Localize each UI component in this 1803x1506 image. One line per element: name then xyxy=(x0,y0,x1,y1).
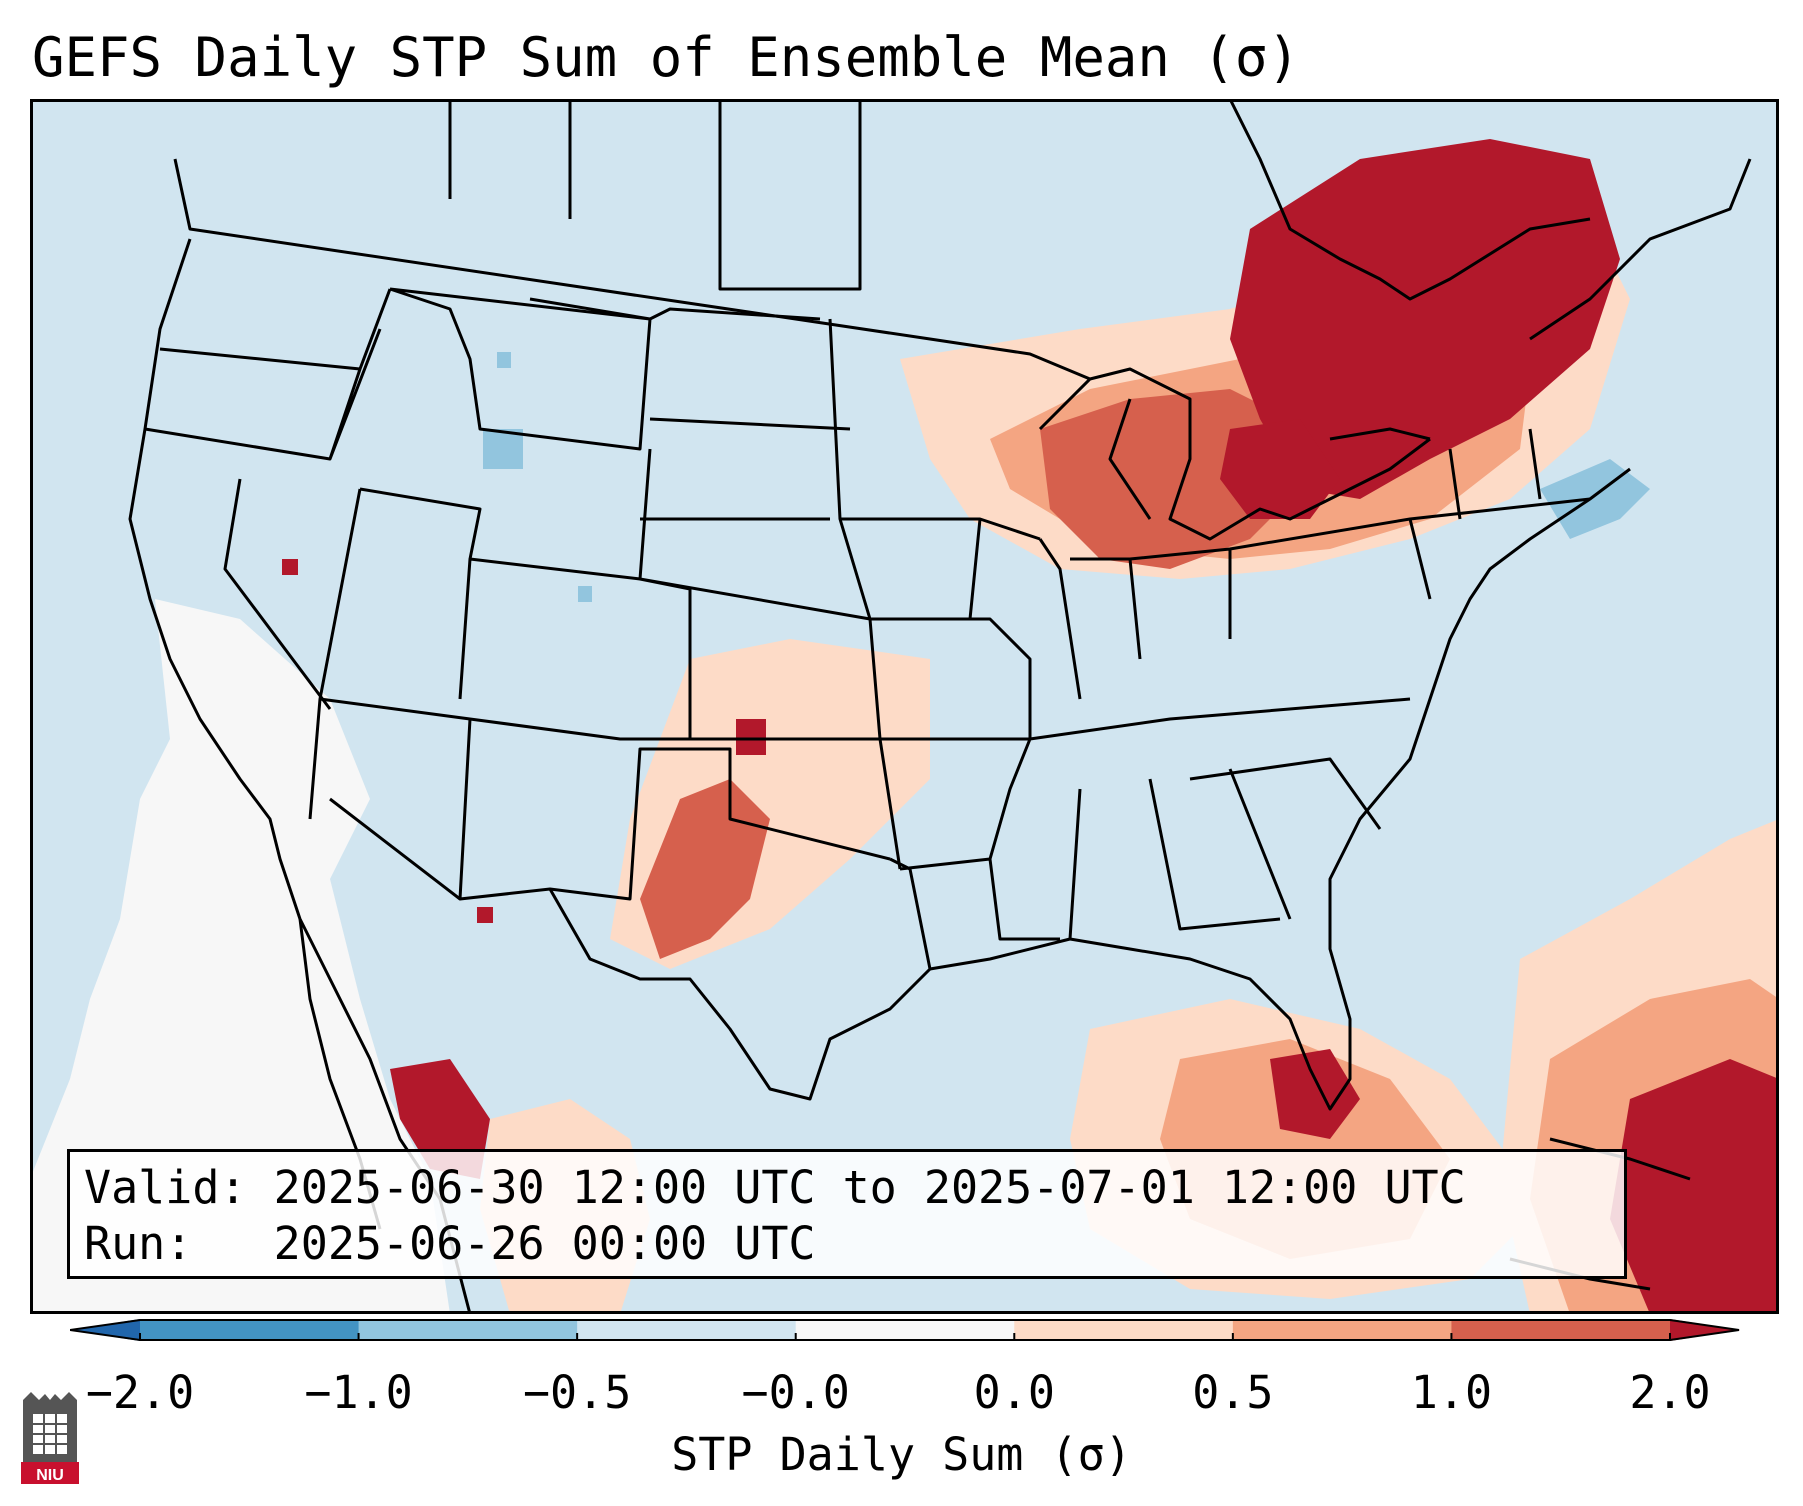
colorado-nm-high-region xyxy=(640,779,770,959)
pacific-northwest-states xyxy=(144,288,392,461)
colorbar-segment xyxy=(795,1319,1015,1341)
colorbar-tick-label: 0.0 xyxy=(973,1366,1055,1419)
ontario-max-region xyxy=(1230,139,1620,499)
run-time: 2025-06-26 00:00 UTC xyxy=(273,1217,816,1270)
logo-text: NIU xyxy=(36,1467,64,1484)
colorado-negative-cell xyxy=(578,586,592,602)
map-frame xyxy=(30,99,1779,1314)
colorbar-tick-label: −0.5 xyxy=(522,1366,632,1419)
west-coast xyxy=(128,238,472,1314)
colorbar-segment xyxy=(140,1319,360,1341)
colorbar-tick-label: −2.0 xyxy=(85,1366,195,1419)
texas-max-cell xyxy=(477,907,493,923)
run-label: Run: xyxy=(84,1217,193,1270)
bahamas-max-region xyxy=(1610,1059,1779,1314)
state-boundaries xyxy=(128,99,1752,1314)
near-zero-field xyxy=(30,599,450,1314)
colorbar-over-arrow xyxy=(1670,1319,1740,1341)
gulf-coast xyxy=(929,467,1631,1111)
midwest-states xyxy=(968,517,1432,700)
wyoming-negative-cell xyxy=(483,429,523,469)
colorbar-tick-label: −0.0 xyxy=(741,1366,850,1419)
colorbar-tick-label: 1.0 xyxy=(1410,1366,1493,1419)
nevada-max-cell xyxy=(282,559,298,575)
map-title: GEFS Daily STP Sum of Ensemble Mean (σ) xyxy=(32,26,1300,89)
northeast-negative-region xyxy=(1540,459,1650,539)
southwest-states xyxy=(329,718,891,901)
colorbar-tick-label: 2.0 xyxy=(1629,1366,1711,1419)
southeast-states xyxy=(880,697,1411,941)
canada-province-lines xyxy=(448,99,862,291)
valid-label: Valid: xyxy=(84,1161,247,1214)
montana-negative-cell xyxy=(497,352,511,368)
colorbar-tick-label: 0.5 xyxy=(1192,1366,1274,1419)
valid-time-range: 2025-06-30 12:00 UTC to 2025-07-01 12:00… xyxy=(273,1161,1466,1214)
colorbar xyxy=(70,1319,1740,1341)
colorbar-segment xyxy=(1232,1319,1452,1341)
validity-info-box: Valid: 2025-06-30 12:00 UTC to 2025-07-0… xyxy=(67,1149,1627,1279)
stp-map xyxy=(30,99,1779,1314)
texas-outline xyxy=(548,857,932,1101)
colorbar-label: STP Daily Sum (σ) xyxy=(671,1428,1132,1481)
great-lakes xyxy=(1038,367,1431,541)
colorbar-tick-label: −1.0 xyxy=(304,1366,413,1419)
colorbar-segment xyxy=(1014,1319,1234,1341)
gulf-coast-max-region xyxy=(1270,1049,1360,1139)
max-positive-field xyxy=(282,139,1779,1314)
colorbar-segment xyxy=(577,1319,797,1341)
niu-logo: NIU xyxy=(21,1392,79,1484)
quebec-outline xyxy=(1228,99,1591,301)
pacific-near-zero-region xyxy=(30,599,450,1314)
central-states-grid xyxy=(319,417,880,741)
negative-field xyxy=(483,352,1650,602)
colorbar-segment xyxy=(358,1319,578,1341)
us-canada-border xyxy=(173,158,1091,381)
oklahoma-max-cell xyxy=(736,719,766,755)
colorbar-under-arrow xyxy=(70,1319,140,1341)
northeast-states xyxy=(1409,158,1752,521)
idaho-montana-wyoming xyxy=(389,287,821,451)
colorbar-segment xyxy=(1451,1319,1671,1341)
michigan-max-region xyxy=(1220,419,1340,519)
